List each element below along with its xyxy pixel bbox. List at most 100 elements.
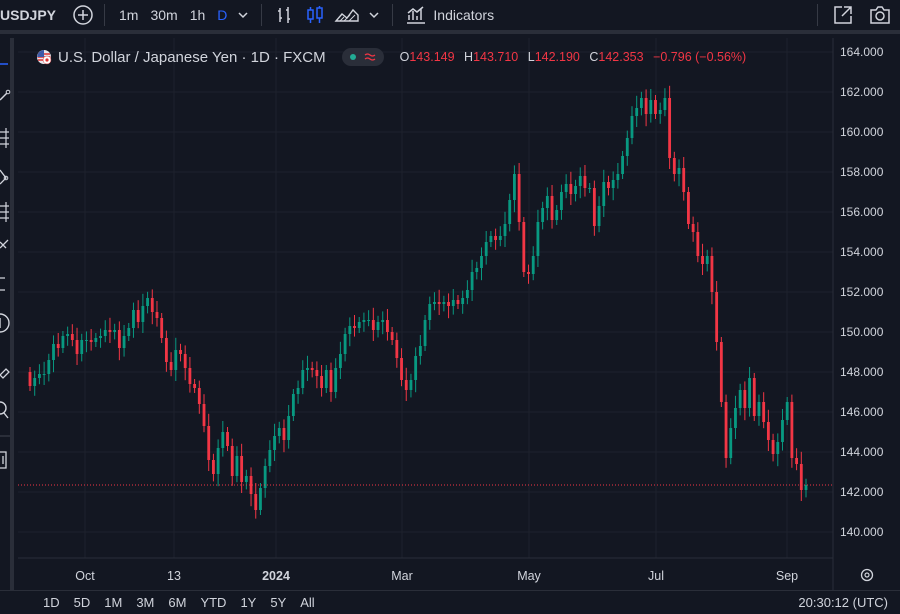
candle xyxy=(221,421,225,457)
candle-body xyxy=(99,336,102,338)
candle-body xyxy=(498,236,502,240)
candle xyxy=(179,343,182,362)
range-3m-button[interactable]: 3M xyxy=(136,595,155,610)
range-all-button[interactable]: All xyxy=(300,595,315,610)
compare-add-button[interactable] xyxy=(70,0,96,32)
range-ytd-button[interactable]: YTD xyxy=(200,595,227,610)
candle xyxy=(550,185,554,229)
candle-body xyxy=(658,110,662,114)
candle-body xyxy=(545,196,549,208)
range-5d-button[interactable]: 5D xyxy=(73,595,91,610)
candle-body xyxy=(61,336,65,348)
candle-body xyxy=(277,428,281,436)
candle-body xyxy=(423,320,427,346)
chart-style-dropdown[interactable] xyxy=(364,0,384,32)
range-1y-button[interactable]: 1Y xyxy=(240,595,257,610)
candle xyxy=(724,394,728,468)
candle xyxy=(310,361,314,378)
candle xyxy=(776,433,780,467)
candle xyxy=(635,95,639,127)
candle xyxy=(146,291,149,314)
interval-30m-button[interactable]: 30m xyxy=(150,7,178,23)
interval-1h-button[interactable]: 1h xyxy=(189,7,206,23)
candle xyxy=(395,332,399,368)
candle-body xyxy=(117,330,121,348)
price-tick-label: 154.000 xyxy=(840,245,884,259)
range-5y-button[interactable]: 5Y xyxy=(270,595,287,610)
candle-body xyxy=(635,108,639,116)
candle-body xyxy=(367,320,371,321)
candle-body xyxy=(654,100,657,114)
fullscreen-button[interactable] xyxy=(826,0,860,32)
candle-body xyxy=(113,330,117,332)
time-tick-label: Jul xyxy=(648,569,664,583)
range-6m-button[interactable]: 6M xyxy=(168,595,187,610)
candle-body xyxy=(207,426,211,460)
candle-body xyxy=(301,370,305,388)
candle xyxy=(338,341,342,379)
candle-body xyxy=(94,338,98,342)
candle xyxy=(456,295,460,309)
candle xyxy=(470,259,474,301)
candle xyxy=(226,427,229,451)
price-chart[interactable]: 142.353 164.000 162.000 160.000 158.000 156.… xyxy=(18,38,900,590)
candle-body xyxy=(705,256,709,264)
drawing-toolbar xyxy=(0,38,14,590)
candle-body xyxy=(672,158,676,174)
candle-body xyxy=(400,358,403,380)
candle xyxy=(371,307,375,341)
bars-icon xyxy=(278,7,291,23)
candle-body xyxy=(494,236,498,240)
bar-style-button[interactable] xyxy=(270,0,300,32)
market-status-pill[interactable] xyxy=(341,48,384,66)
candle xyxy=(484,231,488,265)
interval-d-button[interactable]: D xyxy=(217,7,228,23)
candle-body xyxy=(89,340,93,342)
candle-body xyxy=(588,188,592,189)
interval-1m-button[interactable]: 1m xyxy=(119,7,139,23)
candle-body xyxy=(687,192,690,224)
chart-pane[interactable]: 142.353 164.000 162.000 160.000 158.000 156.… xyxy=(18,38,900,590)
symbol-title[interactable]: U.S. Dollar / Japanese Yen · 1D · FXCM xyxy=(58,48,326,66)
candle xyxy=(625,130,629,166)
candle xyxy=(498,226,502,247)
symbol-search-button[interactable]: USDJPY xyxy=(0,0,70,32)
candle-body xyxy=(517,174,521,222)
candle-body xyxy=(291,394,295,416)
candle-body xyxy=(56,344,60,348)
open-value: 143.149 xyxy=(409,50,455,64)
candle xyxy=(621,151,624,179)
candle-body xyxy=(287,416,291,440)
range-1d-button[interactable]: 1D xyxy=(43,595,60,610)
candle-body xyxy=(677,168,681,174)
candles-style-button[interactable] xyxy=(300,0,330,32)
candle-body xyxy=(508,200,512,224)
candle xyxy=(117,321,121,361)
candle-body xyxy=(743,390,747,408)
candle-body xyxy=(536,222,540,256)
candle-body xyxy=(386,320,389,332)
interval-dropdown-button[interactable] xyxy=(233,0,253,32)
area-style-button[interactable] xyxy=(330,0,364,32)
candle-body xyxy=(522,222,526,272)
candle xyxy=(61,331,65,353)
snapshot-button[interactable] xyxy=(860,0,900,32)
candle xyxy=(574,179,577,202)
price-scale: 164.000 162.000 160.000 158.000 156.000 154.0… xyxy=(832,38,900,590)
current-price-line: 142.353 xyxy=(18,475,893,494)
candle xyxy=(734,395,737,439)
candle-body xyxy=(583,176,587,188)
price-scale-background[interactable] xyxy=(833,38,900,590)
candle xyxy=(508,193,512,232)
candle xyxy=(705,249,709,272)
candle xyxy=(592,180,596,236)
candle xyxy=(654,95,657,119)
range-1m-button[interactable]: 1M xyxy=(104,595,123,610)
utc-clock[interactable]: 20:30:12 (UTC) xyxy=(798,595,888,610)
candle xyxy=(649,89,653,123)
indicators-button[interactable]: Indicators xyxy=(401,0,498,32)
candle-body xyxy=(282,428,286,440)
high-label: H xyxy=(464,50,474,64)
settings-gear-icon[interactable] xyxy=(860,568,874,582)
candle-body xyxy=(47,360,51,374)
